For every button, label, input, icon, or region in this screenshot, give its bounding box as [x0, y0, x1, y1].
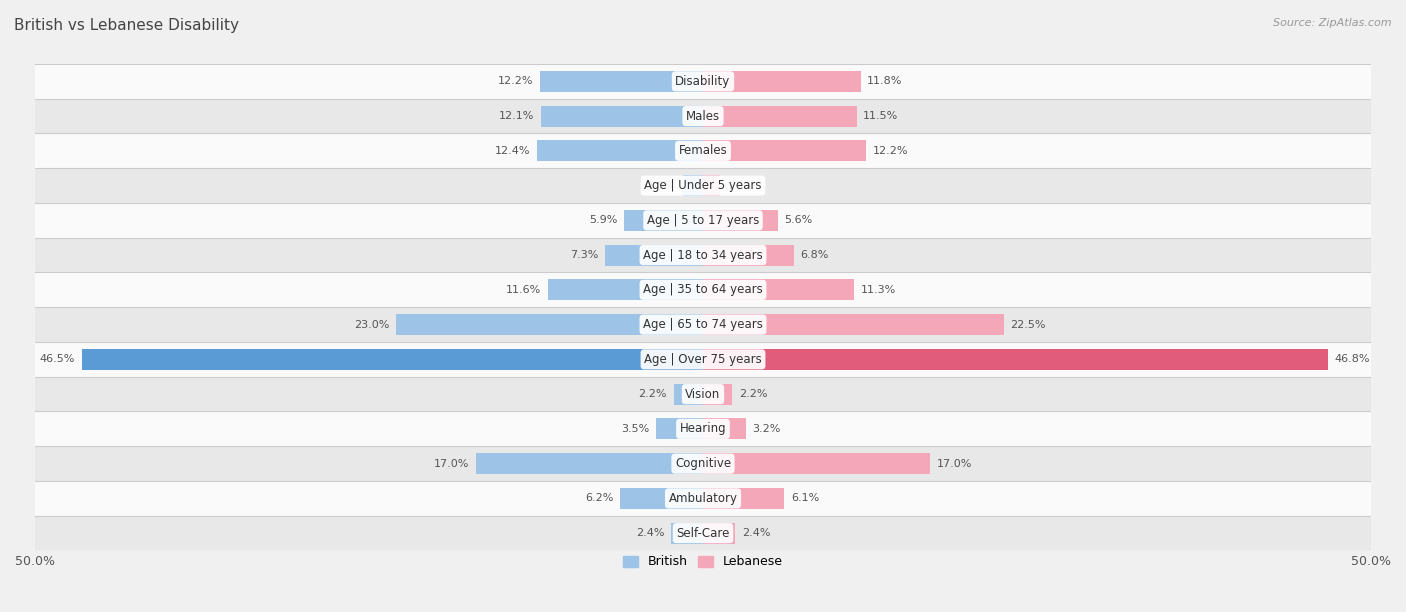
Text: 2.4%: 2.4%: [742, 528, 770, 538]
Text: 11.8%: 11.8%: [868, 76, 903, 86]
Bar: [35, 411, 1371, 446]
Text: 11.6%: 11.6%: [506, 285, 541, 295]
Text: 5.9%: 5.9%: [589, 215, 617, 225]
Text: Males: Males: [686, 110, 720, 122]
Text: Age | Over 75 years: Age | Over 75 years: [644, 353, 762, 366]
Text: Age | 5 to 17 years: Age | 5 to 17 years: [647, 214, 759, 227]
Bar: [35, 99, 1371, 133]
Bar: [703, 314, 1004, 335]
Bar: [35, 64, 1371, 99]
Text: 2.2%: 2.2%: [638, 389, 666, 399]
Text: 2.4%: 2.4%: [636, 528, 664, 538]
Bar: [35, 237, 1371, 272]
Text: 3.2%: 3.2%: [752, 424, 780, 434]
Text: British vs Lebanese Disability: British vs Lebanese Disability: [14, 18, 239, 34]
Text: Age | 35 to 64 years: Age | 35 to 64 years: [643, 283, 763, 296]
Text: Hearing: Hearing: [679, 422, 727, 435]
Text: 46.8%: 46.8%: [1334, 354, 1371, 364]
Bar: [35, 272, 1371, 307]
Text: 17.0%: 17.0%: [936, 458, 972, 469]
Bar: [35, 203, 1371, 237]
Bar: [703, 419, 745, 439]
Legend: British, Lebanese: British, Lebanese: [619, 550, 787, 573]
Bar: [35, 168, 1371, 203]
Text: 6.8%: 6.8%: [800, 250, 830, 260]
Bar: [35, 342, 1371, 377]
Bar: [683, 175, 703, 196]
Bar: [673, 384, 703, 405]
Text: 11.5%: 11.5%: [863, 111, 898, 121]
Text: 3.5%: 3.5%: [621, 424, 650, 434]
Text: 1.3%: 1.3%: [727, 181, 755, 190]
Text: 6.2%: 6.2%: [585, 493, 613, 503]
Bar: [35, 307, 1371, 342]
Bar: [606, 245, 703, 266]
Text: 23.0%: 23.0%: [354, 319, 389, 330]
Text: Age | 65 to 74 years: Age | 65 to 74 years: [643, 318, 763, 331]
Text: 6.1%: 6.1%: [792, 493, 820, 503]
Bar: [35, 446, 1371, 481]
Bar: [703, 106, 856, 127]
Text: 12.2%: 12.2%: [873, 146, 908, 156]
Bar: [540, 71, 703, 92]
Text: Ambulatory: Ambulatory: [668, 492, 738, 505]
Bar: [395, 314, 703, 335]
Bar: [703, 523, 735, 543]
Text: 17.0%: 17.0%: [434, 458, 470, 469]
Text: Vision: Vision: [685, 387, 721, 401]
Bar: [703, 210, 778, 231]
Bar: [620, 488, 703, 509]
Bar: [35, 133, 1371, 168]
Text: Age | Under 5 years: Age | Under 5 years: [644, 179, 762, 192]
Bar: [624, 210, 703, 231]
Text: 12.2%: 12.2%: [498, 76, 533, 86]
Bar: [35, 481, 1371, 516]
Text: Source: ZipAtlas.com: Source: ZipAtlas.com: [1274, 18, 1392, 28]
Bar: [35, 377, 1371, 411]
Bar: [703, 140, 866, 162]
Text: 22.5%: 22.5%: [1011, 319, 1046, 330]
Text: Cognitive: Cognitive: [675, 457, 731, 470]
Text: 7.3%: 7.3%: [571, 250, 599, 260]
Text: 46.5%: 46.5%: [39, 354, 75, 364]
Bar: [35, 516, 1371, 551]
Text: Self-Care: Self-Care: [676, 526, 730, 540]
Text: 2.2%: 2.2%: [740, 389, 768, 399]
Text: 11.3%: 11.3%: [860, 285, 896, 295]
Bar: [703, 384, 733, 405]
Bar: [703, 488, 785, 509]
Bar: [671, 523, 703, 543]
Bar: [703, 175, 720, 196]
Text: 1.5%: 1.5%: [648, 181, 676, 190]
Text: 12.4%: 12.4%: [495, 146, 530, 156]
Bar: [703, 349, 1329, 370]
Bar: [703, 71, 860, 92]
Bar: [657, 419, 703, 439]
Bar: [703, 453, 931, 474]
Bar: [537, 140, 703, 162]
Text: 12.1%: 12.1%: [499, 111, 534, 121]
Bar: [548, 280, 703, 300]
Text: Disability: Disability: [675, 75, 731, 88]
Bar: [541, 106, 703, 127]
Text: Females: Females: [679, 144, 727, 157]
Bar: [82, 349, 703, 370]
Bar: [703, 280, 853, 300]
Bar: [703, 245, 794, 266]
Text: Age | 18 to 34 years: Age | 18 to 34 years: [643, 248, 763, 261]
Text: 5.6%: 5.6%: [785, 215, 813, 225]
Bar: [475, 453, 703, 474]
